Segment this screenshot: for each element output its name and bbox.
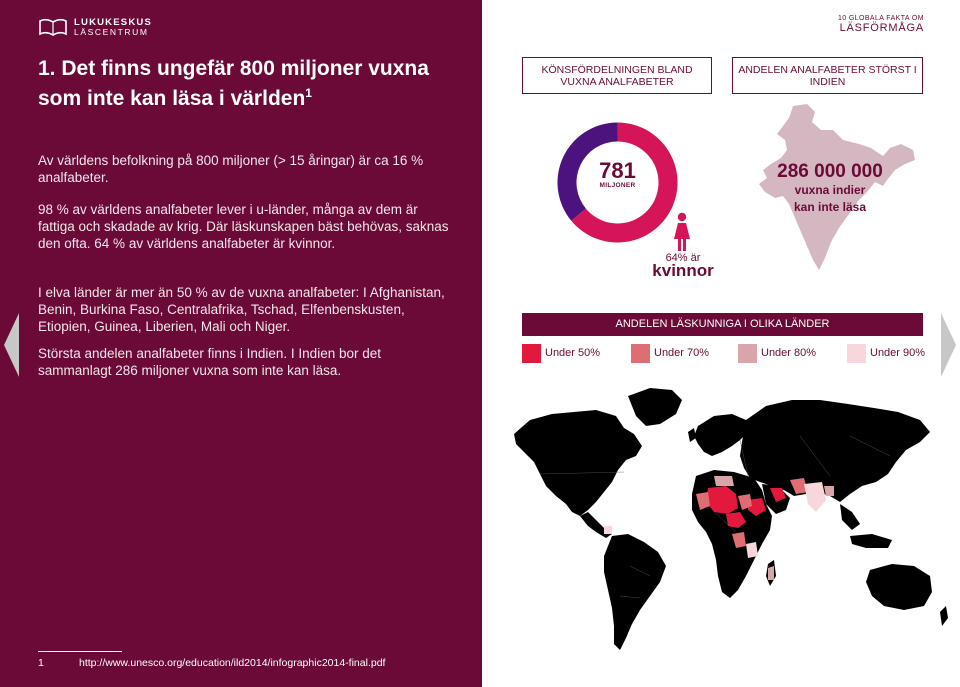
logo-subtitle: LÄSCENTRUM: [74, 26, 149, 37]
woman-icon: [674, 212, 690, 251]
donut-total-number: 781: [599, 158, 636, 183]
logo-name: LUKUKESKUS: [74, 16, 152, 28]
literacy-map-title: ANDELEN LÄSKUNNIGA I OLIKA LÄNDER: [522, 313, 923, 336]
country-borders: [539, 435, 891, 599]
india-header-box: ANDELEN ANALFABETER STÖRST I INDIEN: [732, 57, 923, 94]
book-icon: [39, 18, 67, 36]
legend-label-under-90: Under 90%: [870, 347, 926, 359]
legend-swatch-under-70: [631, 344, 650, 363]
footnote-ref: 1: [305, 86, 312, 100]
paragraph-india: Största andelen analfabeter finns i Indi…: [38, 346, 381, 378]
india-caption-line1: vuxna indier: [794, 183, 866, 197]
women-percent-label: 64% är: [665, 252, 701, 264]
donut-total-unit: MILJONER: [599, 182, 636, 189]
footnote-url: http://www.unesco.org/education/ild2014/…: [79, 657, 386, 669]
india-caption-line2: kan inte läsa: [793, 200, 867, 214]
series-big: LÄSFÖRMÅGA: [839, 22, 924, 34]
legend-label-under-50: Under 50%: [545, 347, 601, 359]
paragraph-eleven-countries: I elva länder är mer än 50 % av de vuxna…: [38, 285, 445, 334]
paragraph-developing-countries: 98 % av världens analfabeter lever i u-l…: [38, 202, 449, 251]
series-label: 10 GLOBALA FAKTA OM LÄSFÖRMÅGA: [838, 15, 924, 34]
legend-label-under-70: Under 70%: [654, 347, 710, 359]
legend-swatch-under-50: [522, 344, 541, 363]
literacy-highlights: [604, 476, 834, 580]
paragraph-population: Av världens befolkning på 800 miljoner (…: [38, 153, 424, 185]
legend-swatch-under-80: [738, 344, 757, 363]
legend-swatch-under-90: [847, 344, 866, 363]
next-arrow-icon[interactable]: [941, 313, 956, 377]
donut-segment-men: [557, 122, 618, 221]
women-label: kvinnor: [652, 261, 714, 280]
logo: LUKUKESKUS LÄSCENTRUM: [38, 17, 152, 37]
prev-arrow-icon[interactable]: [4, 313, 19, 377]
page-title: 1. Det finns ungefär 800 miljoner vuxna …: [38, 57, 429, 110]
india-map-icon: [759, 104, 915, 270]
footnote-divider: [38, 651, 122, 652]
gender-header-box: KÖNSFÖRDELNINGEN BLAND VUXNA ANALFABETER: [522, 57, 712, 94]
donut-segment-women: [571, 122, 678, 243]
footnote-number: 1: [38, 657, 44, 669]
series-small: 10 GLOBALA FAKTA OM: [837, 15, 924, 22]
left-panel: LUKUKESKUS LÄSCENTRUM 1. Det finns ungef…: [0, 0, 482, 687]
world-literacy-map: [514, 388, 948, 650]
legend-label-under-80: Under 80%: [761, 347, 817, 359]
india-number: 286 000 000: [777, 161, 883, 182]
gender-donut-chart: [557, 122, 678, 243]
